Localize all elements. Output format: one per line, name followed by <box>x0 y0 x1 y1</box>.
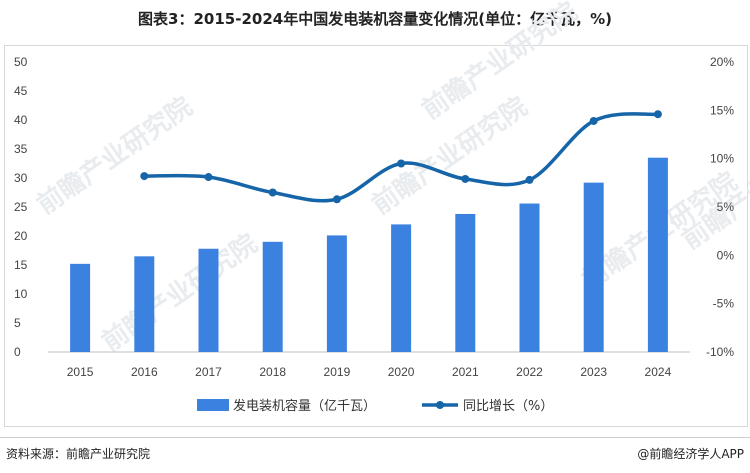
y-left-tick-label: 5 <box>14 316 21 330</box>
legend: 发电装机容量（亿千瓦） 同比增长（%） <box>197 398 553 414</box>
legend-line-marker <box>436 401 444 409</box>
y-left-tick-label: 25 <box>14 200 28 214</box>
growth-point <box>204 173 213 182</box>
x-tick-label: 2021 <box>452 365 479 379</box>
legend-bar-swatch <box>197 399 229 411</box>
growth-point <box>140 172 149 181</box>
source-note: 资料来源：前瞻产业研究院 <box>6 447 151 461</box>
x-tick-label: 2023 <box>580 365 607 379</box>
legend-bar-label: 发电装机容量（亿千瓦） <box>233 398 376 414</box>
y-left-tick-label: 15 <box>14 258 28 272</box>
growth-point <box>397 159 406 168</box>
bar <box>583 182 604 352</box>
y-axis-left: 0 5 10 15 20 25 30 35 40 45 50 <box>14 55 28 359</box>
y-left-tick-label: 0 <box>14 345 21 359</box>
bar <box>647 157 668 352</box>
legend-line-label: 同比增长（%） <box>463 399 553 414</box>
x-tick-label: 2015 <box>67 365 94 379</box>
bar <box>519 203 540 352</box>
growth-point <box>332 195 341 204</box>
y-left-tick-label: 30 <box>14 171 28 185</box>
x-tick-label: 2017 <box>195 365 222 379</box>
x-tick-label: 2020 <box>388 365 415 379</box>
growth-point <box>589 116 598 125</box>
y-left-tick-label: 40 <box>14 113 28 127</box>
x-tick-label: 2022 <box>516 365 543 379</box>
brand-credit: @前瞻经济学人APP <box>637 447 744 461</box>
x-tick-label: 2019 <box>324 365 351 379</box>
x-axis: 2015 2016 2017 2018 2019 2020 2021 2022 2023 2024 <box>48 351 690 379</box>
y-right-tick-label: 5% <box>717 200 735 214</box>
y-right-tick-label: 10% <box>710 152 734 166</box>
bar <box>198 248 219 352</box>
y-left-tick-label: 35 <box>14 142 28 156</box>
bar <box>70 263 91 352</box>
y-right-tick-label: 15% <box>710 103 734 117</box>
bar <box>326 235 347 352</box>
growth-point <box>268 188 277 197</box>
bar <box>391 224 412 352</box>
watermark-text: 前瞻产业研究院 <box>96 228 263 358</box>
bar <box>262 241 283 352</box>
y-axis-right: -10% -5% 0% 5% 10% 15% 20% <box>706 55 734 359</box>
chart-frame <box>4 45 748 427</box>
x-tick-label: 2018 <box>259 365 286 379</box>
y-left-tick-label: 50 <box>14 55 28 69</box>
growth-point <box>525 175 534 184</box>
growth-point <box>461 174 470 183</box>
y-right-tick-label: -10% <box>706 345 734 359</box>
line-series <box>140 110 662 204</box>
bar <box>455 213 476 352</box>
y-left-tick-label: 10 <box>14 287 28 301</box>
y-left-tick-label: 45 <box>14 84 28 98</box>
chart-title: 图表3：2015-2024年中国发电装机容量变化情况(单位：亿千瓦，%) <box>138 10 612 28</box>
growth-point <box>653 110 662 119</box>
y-right-tick-label: -5% <box>713 297 735 311</box>
bar-series <box>70 157 668 352</box>
y-right-tick-label: 0% <box>717 248 735 262</box>
watermark-text: 前瞻产业研究院 <box>31 91 198 221</box>
footer-divider <box>0 437 750 438</box>
x-tick-label: 2016 <box>131 365 158 379</box>
bar <box>134 256 155 352</box>
x-tick-label: 2024 <box>645 365 672 379</box>
y-right-tick-label: 20% <box>710 55 734 69</box>
y-left-tick-label: 20 <box>14 229 28 243</box>
